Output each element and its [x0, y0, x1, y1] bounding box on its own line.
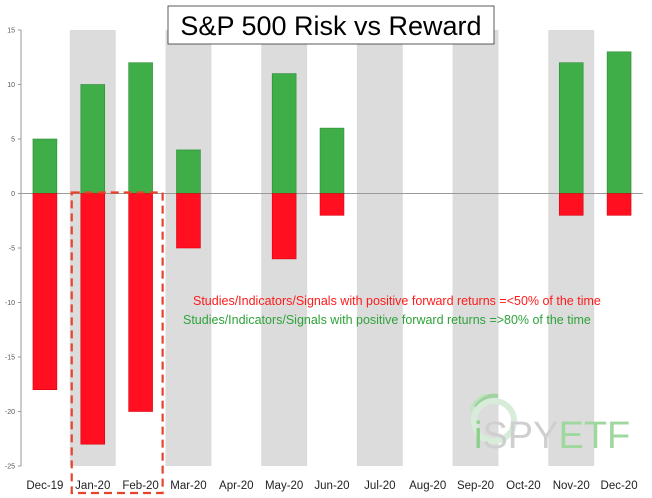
bar-negative-dec-19	[32, 193, 58, 390]
y-tick-label: -15	[5, 355, 15, 362]
bar-positive-may-20	[271, 73, 297, 194]
x-tick-label: Aug-20	[409, 480, 446, 492]
bar-positive-nov-20	[558, 62, 584, 194]
shade-band-sep-20	[452, 30, 499, 466]
shade-band-jul-20	[356, 30, 403, 466]
bar-negative-jan-20	[80, 193, 106, 445]
bar-negative-feb-20	[128, 193, 153, 412]
legend: Studies/Indicators/Signals with positive…	[183, 294, 601, 327]
bar-positive-jan-20	[80, 84, 106, 194]
legend-green: Studies/Indicators/Signals with positive…	[183, 313, 591, 327]
x-tick-label: Oct-20	[506, 480, 541, 492]
bar-positive-jun-20	[319, 127, 345, 194]
bar-negative-may-20	[271, 193, 297, 260]
chart-title: S&P 500 Risk vs Reward	[180, 11, 481, 41]
x-tick-label: Jun-20	[314, 480, 349, 492]
x-tick-label: Sep-20	[457, 480, 494, 492]
x-tick-label: Dec-19	[26, 480, 63, 492]
x-tick-label: Jan-20	[75, 480, 110, 492]
bar-negative-dec-20	[606, 193, 632, 216]
x-tick-label: Dec-20	[601, 480, 638, 492]
y-tick-label: -25	[5, 464, 15, 471]
ispyetf-logo: iSPYETF	[468, 392, 630, 457]
y-tick-label: -10	[5, 300, 15, 307]
y-tick-label: -20	[5, 409, 15, 416]
bar-negative-mar-20	[176, 193, 201, 249]
y-tick-label: -5	[9, 246, 15, 253]
x-tick-label: May-20	[265, 480, 303, 492]
y-tick-labels: 15 10 5 0 -5 -10 -15 -20 -25	[5, 28, 15, 471]
bar-positive-dec-20	[606, 51, 632, 194]
bar-positive-mar-20	[176, 149, 201, 194]
y-tick-label: 15	[7, 28, 15, 35]
bar-negative-nov-20	[558, 193, 584, 216]
highlight-box	[70, 191, 164, 495]
x-tick-label: Apr-20	[219, 480, 254, 492]
logo-text: iSPYETF	[474, 415, 630, 457]
legend-red: Studies/Indicators/Signals with positive…	[193, 294, 601, 308]
shade-bands	[69, 30, 595, 466]
bars	[32, 51, 632, 445]
bar-negative-jun-20	[319, 193, 345, 216]
x-tick-label: Nov-20	[553, 480, 590, 492]
y-tick-label: 0	[11, 191, 15, 198]
x-tick-label: Jul-20	[364, 480, 395, 492]
x-tick-label: Mar-20	[170, 480, 206, 492]
bar-positive-dec-19	[32, 138, 58, 194]
x-tick-labels: Dec-19 Jan-20 Feb-20 Mar-20 Apr-20 May-20 Jun-…	[26, 480, 637, 492]
y-tick-label: 10	[7, 82, 15, 89]
bar-positive-feb-20	[128, 62, 153, 194]
y-tick-label: 5	[11, 137, 15, 144]
x-tick-label: Feb-20	[122, 480, 158, 492]
title-box: S&P 500 Risk vs Reward	[167, 5, 495, 45]
